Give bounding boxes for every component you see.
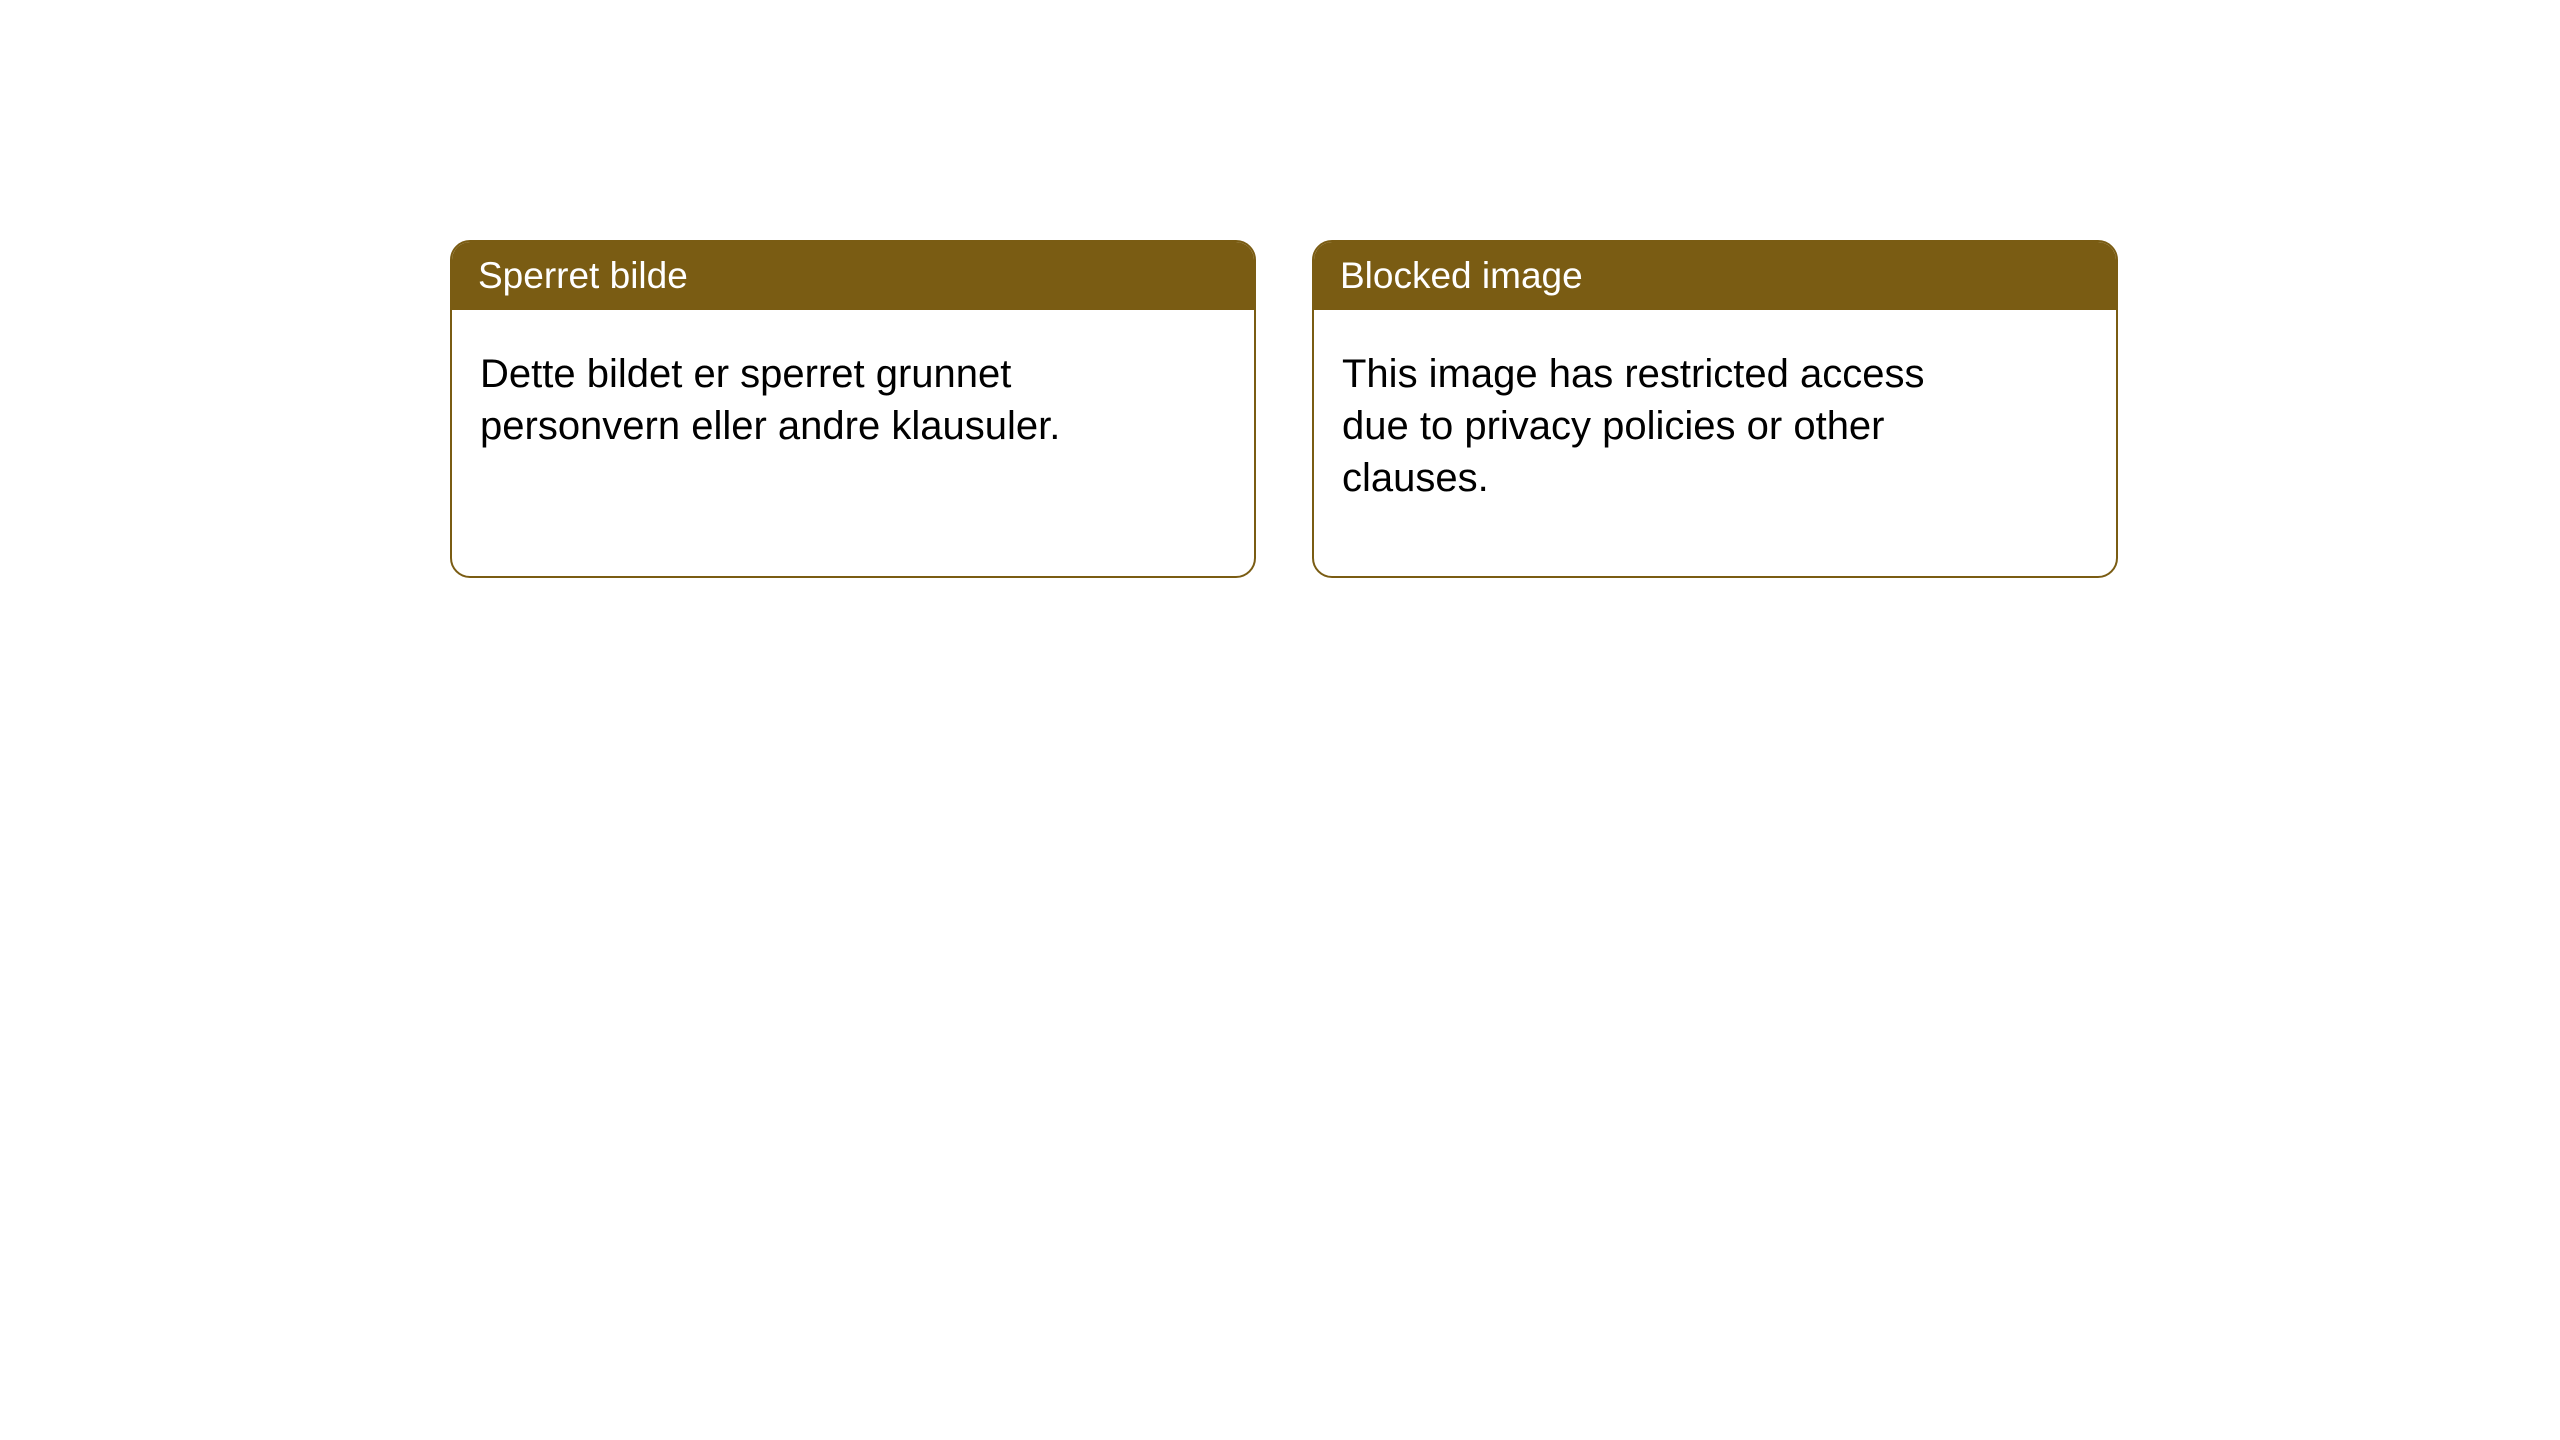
card-container: Sperret bilde Dette bildet er sperret gr… <box>0 0 2560 578</box>
card-title: Blocked image <box>1340 255 1583 296</box>
card-message: Dette bildet er sperret grunnet personve… <box>480 352 1060 448</box>
card-header: Sperret bilde <box>452 242 1254 310</box>
card-title: Sperret bilde <box>478 255 688 296</box>
card-header: Blocked image <box>1314 242 2116 310</box>
card-message: This image has restricted access due to … <box>1342 352 1924 500</box>
card-body: This image has restricted access due to … <box>1314 310 2014 542</box>
blocked-image-card-en: Blocked image This image has restricted … <box>1312 240 2118 578</box>
blocked-image-card-no: Sperret bilde Dette bildet er sperret gr… <box>450 240 1256 578</box>
card-body: Dette bildet er sperret grunnet personve… <box>452 310 1152 490</box>
